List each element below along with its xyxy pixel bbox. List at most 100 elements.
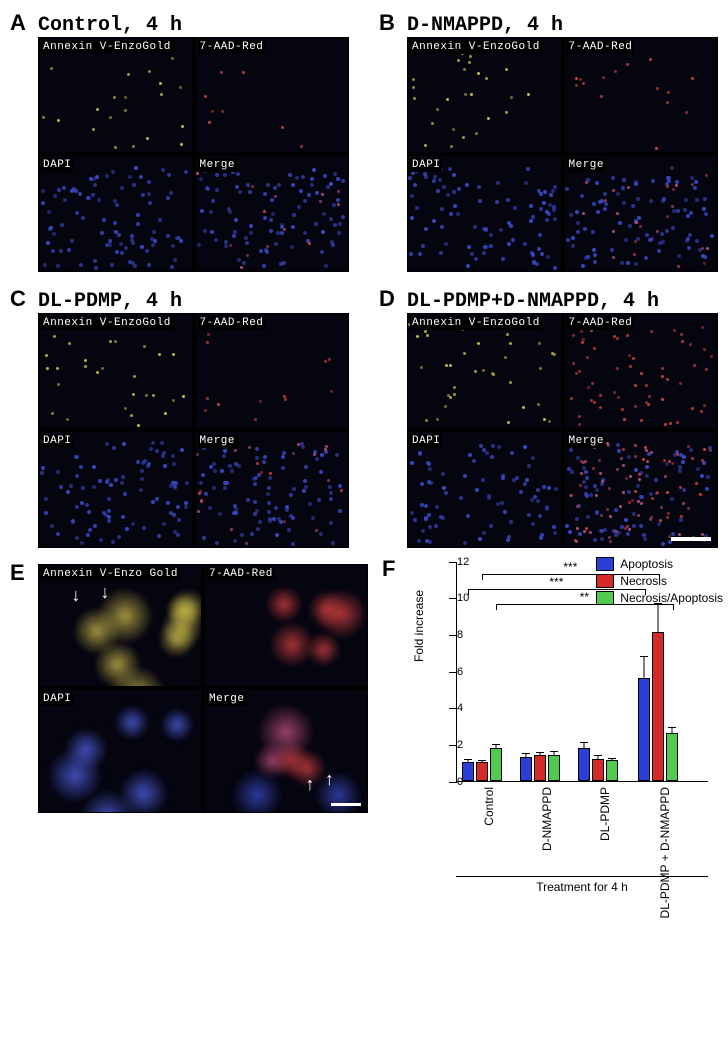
cell-label: Merge xyxy=(207,692,247,706)
legend-item: Apoptosis xyxy=(596,557,723,571)
panel-e: E Annexin V-Enzo Gold↓↓7-AAD-RedDAPIMerg… xyxy=(10,562,368,892)
panel-title: Control, 4 h xyxy=(38,14,349,37)
microscopy-cell-merge: Merge ↑ ↑ xyxy=(205,690,367,812)
microscopy-cell-annexin: Annexin V-EnzoGold xyxy=(39,314,192,428)
microscopy-cell-annexin: Annexin V-EnzoGold xyxy=(39,38,192,152)
panel-c: C DL-PDMP, 4 h Annexin V-EnzoGold 7-AAD-R… xyxy=(10,286,349,548)
scalebar xyxy=(331,803,361,806)
microscopy-cell-merge: Merge xyxy=(196,156,349,270)
significance-label: ** xyxy=(580,590,589,604)
cell-label: Merge xyxy=(198,158,238,172)
microscopy-cell-annexin: Annexin V-EnzoGold xyxy=(408,314,561,428)
arrow-icon: ↓ xyxy=(71,586,80,604)
bar xyxy=(476,762,488,780)
panel-title: D-NMAPPD, 4 h xyxy=(407,14,718,37)
bar xyxy=(666,733,678,781)
panel-letter: F xyxy=(382,556,395,582)
legend-item: Necrosis/Apoptosis xyxy=(596,591,723,605)
cell-label: Annexin V-Enzo Gold xyxy=(41,567,180,581)
bar xyxy=(606,760,618,780)
panel-letter: E xyxy=(10,560,25,586)
bar-group: Control xyxy=(462,748,502,781)
microscopy-cell-dapi: DAPI xyxy=(39,156,192,270)
microscopy-cell-aad: 7-AAD-Red xyxy=(196,314,349,428)
legend-label: Necrosis/Apoptosis xyxy=(620,591,723,605)
legend-swatch xyxy=(596,574,614,588)
bar xyxy=(652,632,664,781)
quad-d: Annexin V-EnzoGold 7-AAD-Red DAPI Merge xyxy=(407,313,718,548)
cell-label: 7-AAD-Red xyxy=(567,316,635,330)
cell-label: 7-AAD-Red xyxy=(198,40,266,54)
legend-item: Necrosis xyxy=(596,574,723,588)
bar-group: D-NMAPPD xyxy=(520,755,560,781)
significance-label: *** xyxy=(563,560,577,574)
bar xyxy=(592,759,604,781)
quad-c: Annexin V-EnzoGold 7-AAD-Red DAPI Merge xyxy=(38,313,349,548)
microscopy-cell-annexin: Annexin V-Enzo Gold ↓ ↓ xyxy=(39,565,201,687)
legend: Apoptosis Necrosis Necrosis/Apoptosis xyxy=(596,557,723,608)
arrow-icon: ↓ xyxy=(101,583,110,601)
arrow-icon: ↑ xyxy=(305,775,314,793)
panel-letter: D xyxy=(379,286,395,312)
cell-label: Merge xyxy=(567,158,607,172)
microscopy-cell-aad: 7-AAD-Red xyxy=(205,565,367,687)
row-ef: E Annexin V-Enzo Gold↓↓7-AAD-RedDAPIMerg… xyxy=(10,562,718,892)
panel-title: DL-PDMP, 4 h xyxy=(38,290,349,313)
y-axis-label: Fold increase xyxy=(412,589,426,661)
quad-b: Annexin V-EnzoGold 7-AAD-Red DAPI Merge xyxy=(407,37,718,272)
bar xyxy=(462,762,474,780)
quad-e: Annexin V-Enzo Gold ↓ ↓ 7-AAD-Red DAPI Merge ↑… xyxy=(38,564,368,813)
xtick-label: DL-PDMP xyxy=(598,787,612,841)
figure: A Control, 4 h Annexin V-EnzoGold 7-AAD-R… xyxy=(10,10,718,892)
bar xyxy=(578,748,590,781)
microscopy-cell-annexin: Annexin V-EnzoGold xyxy=(408,38,561,152)
xtick-label: D-NMAPPD xyxy=(540,787,554,851)
panel-b: B D-NMAPPD, 4 h Annexin V-EnzoGold 7-AAD-… xyxy=(379,10,718,272)
quad-a: Annexin V-EnzoGold 7-AAD-Red DAPI Merge xyxy=(38,37,349,272)
panel-f: F Fold increase 024681012ControlD-NMAPPD… xyxy=(388,562,718,892)
cell-label: DAPI xyxy=(410,434,442,448)
bar xyxy=(548,755,560,781)
legend-label: Apoptosis xyxy=(620,557,673,571)
legend-label: Necrosis xyxy=(620,574,667,588)
cell-label: 7-AAD-Red xyxy=(567,40,635,54)
microscopy-cell-merge: Merge xyxy=(565,156,718,270)
cell-label: Annexin V-EnzoGold xyxy=(410,316,542,330)
row-cd: C DL-PDMP, 4 h Annexin V-EnzoGold 7-AAD-R… xyxy=(10,286,718,548)
cell-label: 7-AAD-Red xyxy=(207,567,275,581)
bar-group: DL-PDMP + D-NMAPPD xyxy=(638,632,678,781)
cell-label: Annexin V-EnzoGold xyxy=(41,316,173,330)
cell-label: Merge xyxy=(198,434,238,448)
bar xyxy=(534,755,546,781)
x-axis-title: Treatment for 4 h xyxy=(456,876,708,894)
microscopy-cell-dapi: DAPI xyxy=(39,690,201,812)
panel-letter: C xyxy=(10,286,26,312)
microscopy-cell-dapi: DAPI xyxy=(39,432,192,546)
cell-label: Merge xyxy=(567,434,607,448)
panel-title: DL-PDMP+D-NMAPPD, 4 h xyxy=(407,290,718,313)
cell-label: DAPI xyxy=(41,158,73,172)
bar-group: DL-PDMP xyxy=(578,748,618,781)
chart: Fold increase 024681012ControlD-NMAPPDDL… xyxy=(408,562,718,892)
legend-swatch xyxy=(596,557,614,571)
panel-d: D DL-PDMP+D-NMAPPD, 4 h Annexin V-EnzoGo… xyxy=(379,286,718,548)
microscopy-cell-merge: Merge xyxy=(565,432,718,546)
microscopy-cell-dapi: DAPI xyxy=(408,432,561,546)
cell-label: DAPI xyxy=(410,158,442,172)
cell-label: 7-AAD-Red xyxy=(198,316,266,330)
arrow-icon: ↑ xyxy=(325,770,334,788)
cell-label: Annexin V-EnzoGold xyxy=(410,40,542,54)
bar xyxy=(638,678,650,781)
panel-letter: A xyxy=(10,10,26,36)
scalebar xyxy=(671,537,711,541)
bar xyxy=(520,757,532,781)
microscopy-cell-merge: Merge xyxy=(196,432,349,546)
bar xyxy=(490,748,502,781)
microscopy-cell-aad: 7-AAD-Red xyxy=(565,314,718,428)
cell-label: DAPI xyxy=(41,434,73,448)
microscopy-cell-aad: 7-AAD-Red xyxy=(565,38,718,152)
microscopy-cell-dapi: DAPI xyxy=(408,156,561,270)
panel-letter: B xyxy=(379,10,395,36)
significance-label: *** xyxy=(549,575,563,589)
panel-a: A Control, 4 h Annexin V-EnzoGold 7-AAD-R… xyxy=(10,10,349,272)
